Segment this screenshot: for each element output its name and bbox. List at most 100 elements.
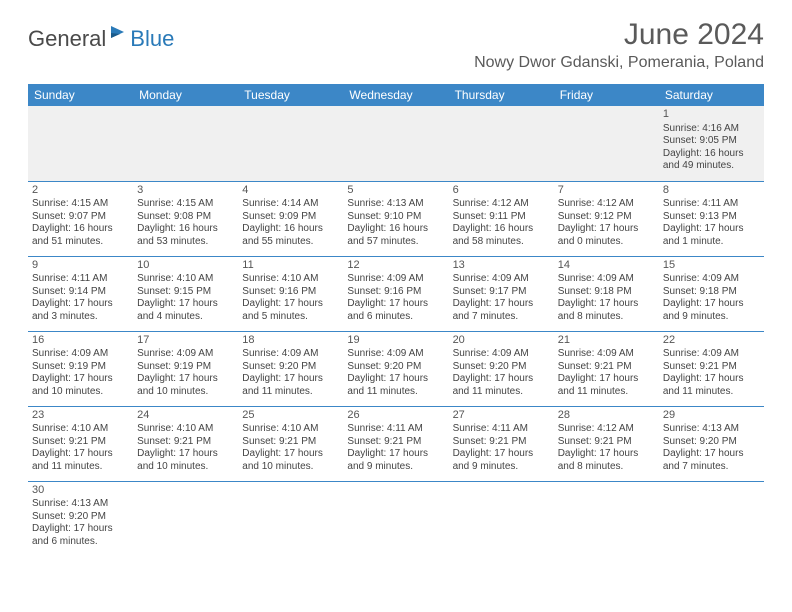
calendar-day: 14Sunrise: 4:09 AMSunset: 9:18 PMDayligh…: [554, 256, 659, 331]
calendar-day: 3Sunrise: 4:15 AMSunset: 9:08 PMDaylight…: [133, 181, 238, 256]
calendar-day: 8Sunrise: 4:11 AMSunset: 9:13 PMDaylight…: [659, 181, 764, 256]
day-number: 4: [242, 184, 339, 198]
day-details: Sunrise: 4:09 AMSunset: 9:17 PMDaylight:…: [453, 273, 550, 323]
logo: General Blue: [28, 24, 174, 53]
day-number: 2: [32, 184, 129, 198]
calendar-day: [343, 481, 448, 556]
day-number: 6: [453, 184, 550, 198]
day-number: 3: [137, 184, 234, 198]
day-number: 13: [453, 259, 550, 273]
calendar-day: 10Sunrise: 4:10 AMSunset: 9:15 PMDayligh…: [133, 256, 238, 331]
logo-text-blue: Blue: [130, 26, 174, 52]
day-number: 15: [663, 259, 760, 273]
day-number: 14: [558, 259, 655, 273]
logo-text-general: General: [28, 26, 106, 52]
calendar-day: [343, 106, 448, 181]
day-details: Sunrise: 4:09 AMSunset: 9:20 PMDaylight:…: [453, 348, 550, 398]
day-details: Sunrise: 4:15 AMSunset: 9:07 PMDaylight:…: [32, 198, 129, 248]
day-number: 9: [32, 259, 129, 273]
day-number: 1: [663, 108, 760, 122]
day-number: 27: [453, 409, 550, 423]
day-details: Sunrise: 4:09 AMSunset: 9:19 PMDaylight:…: [137, 348, 234, 398]
calendar-day: 15Sunrise: 4:09 AMSunset: 9:18 PMDayligh…: [659, 256, 764, 331]
calendar-week: 1Sunrise: 4:16 AMSunset: 9:05 PMDaylight…: [28, 106, 764, 181]
day-details: Sunrise: 4:11 AMSunset: 9:14 PMDaylight:…: [32, 273, 129, 323]
calendar-day: 20Sunrise: 4:09 AMSunset: 9:20 PMDayligh…: [449, 331, 554, 406]
weekday-header: Monday: [133, 84, 238, 106]
calendar-day: 30Sunrise: 4:13 AMSunset: 9:20 PMDayligh…: [28, 481, 133, 556]
calendar-day: 12Sunrise: 4:09 AMSunset: 9:16 PMDayligh…: [343, 256, 448, 331]
day-details: Sunrise: 4:09 AMSunset: 9:18 PMDaylight:…: [558, 273, 655, 323]
calendar-day: [238, 481, 343, 556]
weekday-header: Tuesday: [238, 84, 343, 106]
calendar-day: 29Sunrise: 4:13 AMSunset: 9:20 PMDayligh…: [659, 406, 764, 481]
calendar-week: 30Sunrise: 4:13 AMSunset: 9:20 PMDayligh…: [28, 481, 764, 556]
calendar-day: [28, 106, 133, 181]
calendar-day: 16Sunrise: 4:09 AMSunset: 9:19 PMDayligh…: [28, 331, 133, 406]
day-number: 16: [32, 334, 129, 348]
calendar-week: 2Sunrise: 4:15 AMSunset: 9:07 PMDaylight…: [28, 181, 764, 256]
day-number: 19: [347, 334, 444, 348]
day-details: Sunrise: 4:09 AMSunset: 9:20 PMDaylight:…: [242, 348, 339, 398]
calendar-day: 19Sunrise: 4:09 AMSunset: 9:20 PMDayligh…: [343, 331, 448, 406]
day-details: Sunrise: 4:09 AMSunset: 9:16 PMDaylight:…: [347, 273, 444, 323]
weekday-header: Friday: [554, 84, 659, 106]
day-details: Sunrise: 4:10 AMSunset: 9:21 PMDaylight:…: [137, 423, 234, 473]
location: Nowy Dwor Gdanski, Pomerania, Poland: [474, 54, 764, 72]
weekday-header: Sunday: [28, 84, 133, 106]
calendar-day: 11Sunrise: 4:10 AMSunset: 9:16 PMDayligh…: [238, 256, 343, 331]
day-details: Sunrise: 4:10 AMSunset: 9:16 PMDaylight:…: [242, 273, 339, 323]
calendar-day: [449, 481, 554, 556]
day-number: 8: [663, 184, 760, 198]
calendar-day: 5Sunrise: 4:13 AMSunset: 9:10 PMDaylight…: [343, 181, 448, 256]
day-details: Sunrise: 4:13 AMSunset: 9:10 PMDaylight:…: [347, 198, 444, 248]
calendar-day: 2Sunrise: 4:15 AMSunset: 9:07 PMDaylight…: [28, 181, 133, 256]
day-details: Sunrise: 4:11 AMSunset: 9:21 PMDaylight:…: [453, 423, 550, 473]
day-number: 17: [137, 334, 234, 348]
calendar-day: 6Sunrise: 4:12 AMSunset: 9:11 PMDaylight…: [449, 181, 554, 256]
day-details: Sunrise: 4:10 AMSunset: 9:15 PMDaylight:…: [137, 273, 234, 323]
calendar-day: 9Sunrise: 4:11 AMSunset: 9:14 PMDaylight…: [28, 256, 133, 331]
day-number: 30: [32, 484, 129, 498]
flag-icon: [110, 24, 130, 45]
day-number: 23: [32, 409, 129, 423]
calendar-day: 21Sunrise: 4:09 AMSunset: 9:21 PMDayligh…: [554, 331, 659, 406]
day-number: 11: [242, 259, 339, 273]
day-number: 21: [558, 334, 655, 348]
calendar-day: [238, 106, 343, 181]
calendar-day: 23Sunrise: 4:10 AMSunset: 9:21 PMDayligh…: [28, 406, 133, 481]
calendar-day: 22Sunrise: 4:09 AMSunset: 9:21 PMDayligh…: [659, 331, 764, 406]
weekday-header: Wednesday: [343, 84, 448, 106]
day-details: Sunrise: 4:09 AMSunset: 9:19 PMDaylight:…: [32, 348, 129, 398]
calendar-week: 9Sunrise: 4:11 AMSunset: 9:14 PMDaylight…: [28, 256, 764, 331]
month-title: June 2024: [474, 18, 764, 52]
day-details: Sunrise: 4:09 AMSunset: 9:21 PMDaylight:…: [663, 348, 760, 398]
day-number: 10: [137, 259, 234, 273]
calendar-day: [133, 106, 238, 181]
calendar: Sunday Monday Tuesday Wednesday Thursday…: [28, 84, 764, 556]
calendar-day: 26Sunrise: 4:11 AMSunset: 9:21 PMDayligh…: [343, 406, 448, 481]
day-details: Sunrise: 4:09 AMSunset: 9:21 PMDaylight:…: [558, 348, 655, 398]
day-details: Sunrise: 4:09 AMSunset: 9:18 PMDaylight:…: [663, 273, 760, 323]
calendar-day: [554, 481, 659, 556]
day-details: Sunrise: 4:15 AMSunset: 9:08 PMDaylight:…: [137, 198, 234, 248]
day-number: 18: [242, 334, 339, 348]
day-number: 29: [663, 409, 760, 423]
title-block: June 2024 Nowy Dwor Gdanski, Pomerania, …: [474, 18, 764, 72]
calendar-week: 16Sunrise: 4:09 AMSunset: 9:19 PMDayligh…: [28, 331, 764, 406]
calendar-day: 7Sunrise: 4:12 AMSunset: 9:12 PMDaylight…: [554, 181, 659, 256]
weekday-header: Thursday: [449, 84, 554, 106]
calendar-day: 25Sunrise: 4:10 AMSunset: 9:21 PMDayligh…: [238, 406, 343, 481]
weekday-row: Sunday Monday Tuesday Wednesday Thursday…: [28, 84, 764, 106]
day-details: Sunrise: 4:12 AMSunset: 9:11 PMDaylight:…: [453, 198, 550, 248]
day-details: Sunrise: 4:12 AMSunset: 9:12 PMDaylight:…: [558, 198, 655, 248]
weekday-header: Saturday: [659, 84, 764, 106]
calendar-day: 13Sunrise: 4:09 AMSunset: 9:17 PMDayligh…: [449, 256, 554, 331]
calendar-day: 27Sunrise: 4:11 AMSunset: 9:21 PMDayligh…: [449, 406, 554, 481]
calendar-day: 4Sunrise: 4:14 AMSunset: 9:09 PMDaylight…: [238, 181, 343, 256]
calendar-day: 28Sunrise: 4:12 AMSunset: 9:21 PMDayligh…: [554, 406, 659, 481]
calendar-week: 23Sunrise: 4:10 AMSunset: 9:21 PMDayligh…: [28, 406, 764, 481]
day-number: 20: [453, 334, 550, 348]
calendar-day: 17Sunrise: 4:09 AMSunset: 9:19 PMDayligh…: [133, 331, 238, 406]
day-details: Sunrise: 4:10 AMSunset: 9:21 PMDaylight:…: [32, 423, 129, 473]
